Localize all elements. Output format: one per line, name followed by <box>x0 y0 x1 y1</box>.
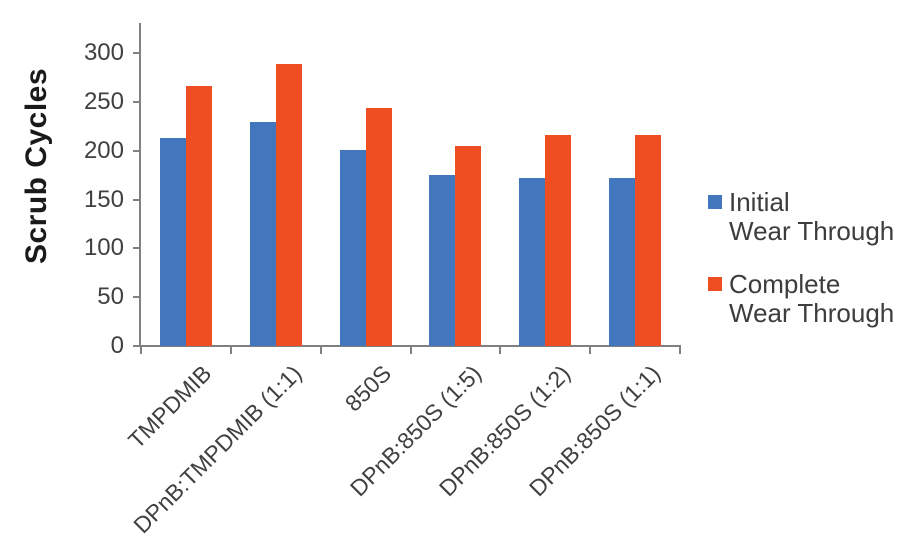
x-category-label: 850S <box>339 360 396 417</box>
bar-initial <box>159 137 186 346</box>
legend-label-initial: Initial Wear Through <box>729 188 894 246</box>
y-tick <box>133 198 141 201</box>
legend-label-line: Initial <box>729 187 790 217</box>
bar-complete <box>185 86 212 346</box>
y-tick-label: 250 <box>83 87 124 115</box>
legend-label-complete: Complete Wear Through <box>729 270 894 328</box>
y-axis-line <box>139 23 141 347</box>
x-tick <box>229 346 232 354</box>
y-tick <box>133 247 141 250</box>
bar-initial <box>339 149 366 346</box>
bar-initial <box>609 178 636 346</box>
bar-complete <box>365 107 392 346</box>
bar-initial <box>249 122 276 346</box>
y-tick <box>133 345 141 347</box>
legend-label-line: Wear Through <box>729 298 895 328</box>
y-tick-label: 0 <box>110 332 124 359</box>
x-category-label: TMPDMIB <box>122 360 217 454</box>
bar-complete <box>545 135 572 346</box>
y-tick <box>133 296 141 299</box>
bar-complete <box>635 135 662 346</box>
x-tick <box>409 346 412 354</box>
legend-label-line: Complete <box>729 269 841 299</box>
bar-complete <box>275 63 302 346</box>
x-tick <box>589 346 592 354</box>
initial-wear-through-swatch-icon <box>708 195 722 209</box>
y-tick-label: 50 <box>97 283 124 311</box>
x-tick <box>499 346 502 354</box>
y-tick-label: 150 <box>83 185 124 213</box>
x-category-label: DPnB:TMPDMIB (1:1) <box>127 360 307 539</box>
x-tick <box>319 346 322 354</box>
y-tick <box>133 52 141 54</box>
x-tick <box>679 346 681 354</box>
y-tick-label: 300 <box>83 39 124 66</box>
y-tick-label: 200 <box>83 136 124 164</box>
complete-wear-through-swatch-icon <box>708 277 722 291</box>
bar-complete <box>455 145 482 346</box>
legend-item-complete: Complete Wear Through <box>708 270 894 328</box>
legend-item-initial: Initial Wear Through <box>708 188 894 246</box>
legend: Initial Wear Through Complete Wear Throu… <box>708 188 894 328</box>
x-tick <box>140 346 142 354</box>
bar-initial <box>429 175 456 346</box>
legend-label-line: Wear Through <box>729 216 895 246</box>
y-tick <box>133 149 141 152</box>
y-tick-label: 100 <box>83 234 124 262</box>
y-tick <box>133 100 141 103</box>
bar-initial <box>519 178 546 346</box>
